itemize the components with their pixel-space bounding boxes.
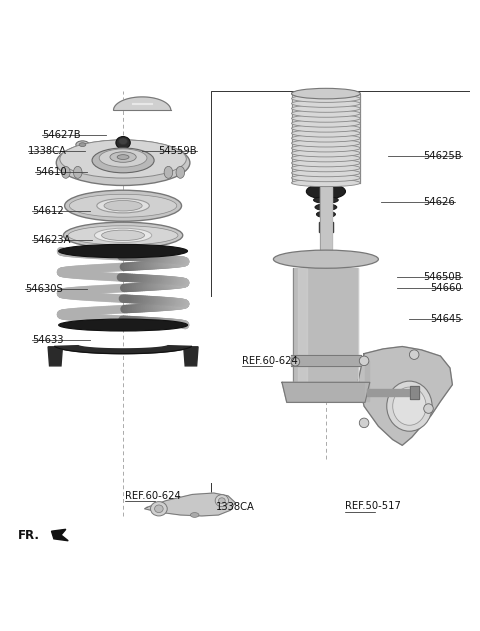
Ellipse shape — [68, 226, 178, 245]
Text: 54626: 54626 — [423, 197, 455, 207]
Ellipse shape — [291, 129, 360, 137]
Ellipse shape — [291, 164, 360, 172]
Ellipse shape — [116, 136, 130, 149]
Ellipse shape — [164, 167, 173, 179]
Ellipse shape — [65, 190, 181, 221]
Text: 54559B: 54559B — [158, 146, 197, 156]
Polygon shape — [320, 187, 332, 258]
Ellipse shape — [360, 356, 369, 365]
Ellipse shape — [191, 512, 199, 517]
Ellipse shape — [59, 244, 188, 257]
Ellipse shape — [291, 358, 300, 366]
Polygon shape — [410, 386, 419, 399]
Text: REF.60-624: REF.60-624 — [125, 491, 181, 501]
Ellipse shape — [218, 498, 225, 504]
Polygon shape — [184, 347, 198, 366]
Ellipse shape — [291, 144, 360, 152]
Polygon shape — [144, 493, 235, 516]
Ellipse shape — [73, 167, 82, 179]
Text: 54630S: 54630S — [25, 284, 63, 294]
Ellipse shape — [360, 418, 369, 428]
Ellipse shape — [274, 250, 378, 268]
Ellipse shape — [104, 201, 142, 211]
Ellipse shape — [291, 134, 360, 142]
Ellipse shape — [291, 105, 360, 112]
Polygon shape — [51, 529, 68, 541]
Ellipse shape — [291, 154, 360, 162]
Polygon shape — [48, 347, 62, 366]
Polygon shape — [367, 389, 410, 396]
Ellipse shape — [291, 95, 360, 102]
Ellipse shape — [409, 350, 419, 360]
Ellipse shape — [387, 381, 432, 431]
Polygon shape — [55, 346, 192, 354]
Polygon shape — [114, 97, 171, 110]
Ellipse shape — [291, 90, 360, 97]
Ellipse shape — [60, 140, 186, 178]
Text: REF.60-624: REF.60-624 — [242, 356, 298, 366]
Ellipse shape — [291, 150, 360, 157]
Text: 54610: 54610 — [35, 167, 66, 177]
Ellipse shape — [151, 502, 167, 516]
Text: 54623A: 54623A — [33, 235, 71, 245]
Ellipse shape — [291, 88, 360, 99]
Ellipse shape — [291, 139, 360, 147]
Ellipse shape — [291, 159, 360, 167]
Ellipse shape — [291, 110, 360, 117]
Ellipse shape — [306, 184, 346, 199]
Polygon shape — [365, 361, 369, 401]
Ellipse shape — [291, 119, 360, 127]
Ellipse shape — [59, 319, 188, 331]
Text: 1338CA: 1338CA — [28, 146, 67, 156]
Text: 54633: 54633 — [33, 335, 64, 345]
Ellipse shape — [291, 174, 360, 182]
Ellipse shape — [291, 124, 360, 132]
Ellipse shape — [70, 194, 177, 217]
Text: 54660: 54660 — [430, 283, 462, 293]
Ellipse shape — [117, 155, 129, 160]
Ellipse shape — [61, 167, 70, 179]
Polygon shape — [282, 382, 370, 403]
Text: REF.50-517: REF.50-517 — [345, 502, 401, 511]
Text: 54650B: 54650B — [423, 273, 462, 282]
Polygon shape — [319, 223, 333, 232]
Polygon shape — [293, 268, 359, 385]
Ellipse shape — [291, 100, 360, 107]
Ellipse shape — [110, 152, 136, 162]
Ellipse shape — [176, 167, 185, 179]
Ellipse shape — [315, 204, 337, 211]
Text: FR.: FR. — [18, 529, 40, 541]
Ellipse shape — [95, 228, 152, 242]
Text: 54612: 54612 — [33, 206, 64, 216]
Ellipse shape — [291, 115, 360, 122]
Ellipse shape — [155, 505, 163, 512]
Ellipse shape — [316, 211, 336, 218]
Ellipse shape — [79, 143, 86, 146]
Polygon shape — [291, 93, 360, 183]
Ellipse shape — [92, 148, 154, 173]
Text: 54645: 54645 — [430, 314, 462, 324]
Text: 54625B: 54625B — [423, 151, 462, 161]
Ellipse shape — [313, 197, 338, 203]
Polygon shape — [298, 268, 307, 385]
Ellipse shape — [215, 495, 228, 507]
Ellipse shape — [393, 387, 426, 425]
Ellipse shape — [424, 404, 433, 413]
Ellipse shape — [119, 138, 127, 144]
Text: 54627B: 54627B — [42, 130, 81, 140]
Ellipse shape — [291, 169, 360, 177]
Ellipse shape — [291, 179, 360, 187]
Ellipse shape — [63, 222, 183, 249]
Ellipse shape — [99, 149, 147, 167]
Ellipse shape — [97, 199, 149, 213]
Polygon shape — [291, 355, 361, 365]
Ellipse shape — [76, 141, 89, 148]
Ellipse shape — [56, 140, 190, 186]
Ellipse shape — [102, 230, 144, 240]
Text: 1338CA: 1338CA — [216, 502, 255, 512]
Polygon shape — [359, 346, 452, 445]
